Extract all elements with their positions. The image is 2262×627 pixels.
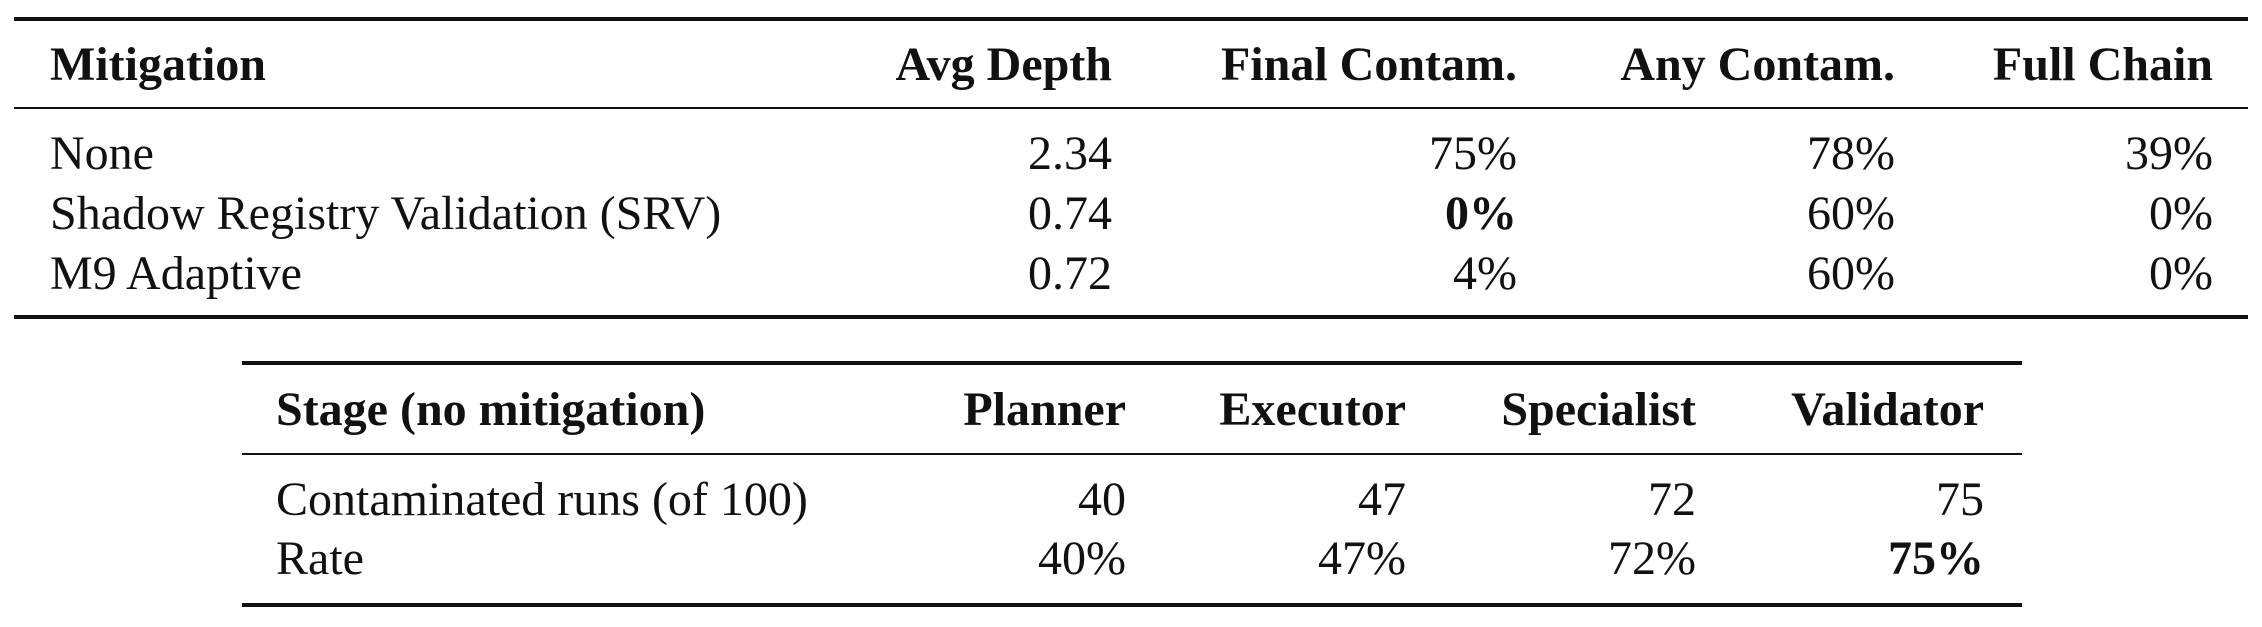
- table1-bottom-rule: [14, 315, 2248, 319]
- table1-row2-any-contam: 60%: [1807, 187, 1895, 240]
- table2-row1-planner: 40: [1078, 473, 1126, 526]
- table2-row1-executor: 47: [1358, 473, 1406, 526]
- table2-header-planner: Planner: [963, 383, 1126, 436]
- table2-row2-executor: 47%: [1318, 532, 1406, 585]
- table1-row1-any-contam: 78%: [1807, 127, 1895, 180]
- table1-header-any-contam: Any Contam.: [1620, 38, 1895, 91]
- table2-bottom-rule: [242, 603, 2022, 607]
- table2-header-executor: Executor: [1219, 383, 1406, 436]
- table2-header-stage: Stage (no mitigation): [276, 383, 706, 436]
- table1-row3-avg-depth: 0.72: [1028, 247, 1112, 300]
- table1-row1-final-contam: 75%: [1429, 127, 1517, 180]
- table2-row2-validator: 75%: [1888, 532, 1984, 585]
- table1-row2-avg-depth: 0.74: [1028, 187, 1112, 240]
- table2-row1-validator: 75: [1936, 473, 1984, 526]
- table1-row2-mitigation: Shadow Registry Validation (SRV): [50, 187, 722, 240]
- table1-header-final-contam: Final Contam.: [1220, 38, 1517, 91]
- table1-row2-final-contam: 0%: [1445, 187, 1517, 240]
- table1-row3-full-chain: 0%: [2149, 247, 2213, 300]
- table2-row2-planner: 40%: [1038, 532, 1126, 585]
- table1-row1-full-chain: 39%: [2125, 127, 2213, 180]
- table2-header-rule: [242, 453, 2022, 455]
- table1-row3-final-contam: 4%: [1453, 247, 1517, 300]
- table1-header-rule: [14, 107, 2248, 109]
- table1-top-rule: [14, 17, 2248, 21]
- table1-header-avg-depth: Avg Depth: [895, 38, 1112, 91]
- table1-row1-avg-depth: 2.34: [1028, 127, 1112, 180]
- table2-row1-specialist: 72: [1648, 473, 1696, 526]
- table1-row3-mitigation: M9 Adaptive: [50, 247, 302, 300]
- table2-row1-label: Contaminated runs (of 100): [276, 473, 808, 526]
- table2-top-rule: [242, 361, 2022, 365]
- table1-header-mitigation: Mitigation: [50, 38, 266, 91]
- table1-header-full-chain: Full Chain: [1992, 38, 2213, 91]
- table1-row3-any-contam: 60%: [1807, 247, 1895, 300]
- table2-row2-specialist: 72%: [1608, 532, 1696, 585]
- table2-header-validator: Validator: [1791, 383, 1984, 436]
- table1-row1-mitigation: None: [50, 127, 154, 180]
- table2-header-specialist: Specialist: [1501, 383, 1696, 436]
- table1-row2-full-chain: 0%: [2149, 187, 2213, 240]
- table2-row2-label: Rate: [276, 532, 364, 585]
